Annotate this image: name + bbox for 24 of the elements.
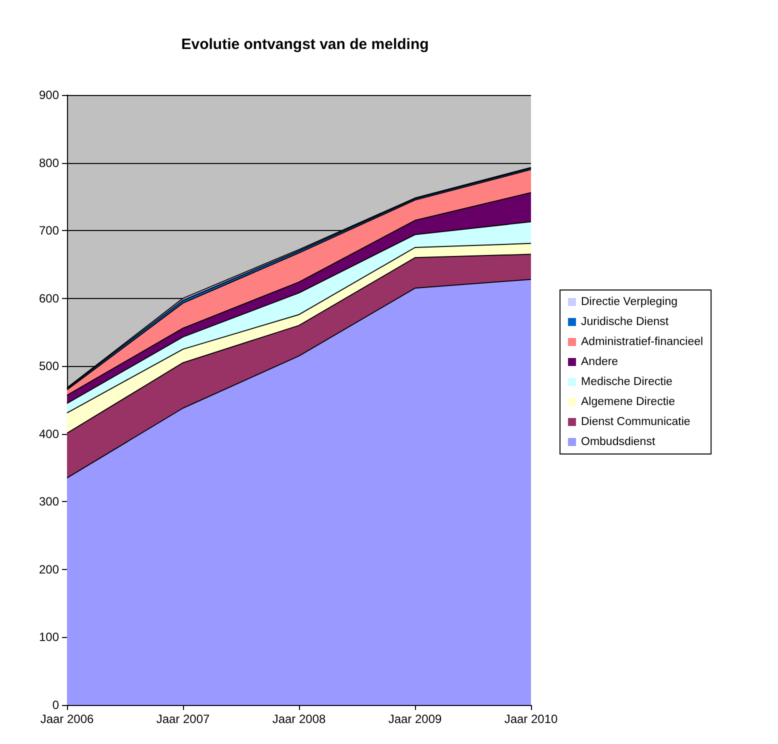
y-tick-label: 300 [38,494,60,509]
y-tick-label: 200 [38,562,60,576]
y-tick-label: 600 [38,291,60,306]
y-tick-label: 400 [38,426,60,441]
x-tick-label: Jaar 2009 [388,712,442,726]
y-tick-label: 900 [38,88,60,102]
y-tick-label: 100 [38,630,60,644]
x-tick-label: Jaar 2008 [272,712,326,726]
x-tick-label: Jaar 2010 [504,712,558,726]
legend-label: Administratief-financieel [581,336,704,348]
y-tick-label: 700 [38,224,60,238]
y-tick-label: 800 [38,156,60,170]
legend-label: Juridische Dienst [581,316,670,328]
x-tick-label: Jaar 2007 [156,712,210,726]
legend-label: Dienst Communicatie [581,416,690,428]
x-tick-label: Jaar 2006 [40,712,94,726]
legend-label: Algemene Directie [581,396,675,408]
y-tick-label: 0 [52,698,60,712]
legend-label: Andere [581,356,618,368]
legend-label: Ombudsdienst [581,436,656,448]
legend-label: Directie Verpleging [581,296,678,308]
chart-title: Evolutie ontvangst van de melding [181,36,429,53]
y-tick-label: 500 [38,359,60,374]
legend-label: Medische Directie [581,376,672,388]
